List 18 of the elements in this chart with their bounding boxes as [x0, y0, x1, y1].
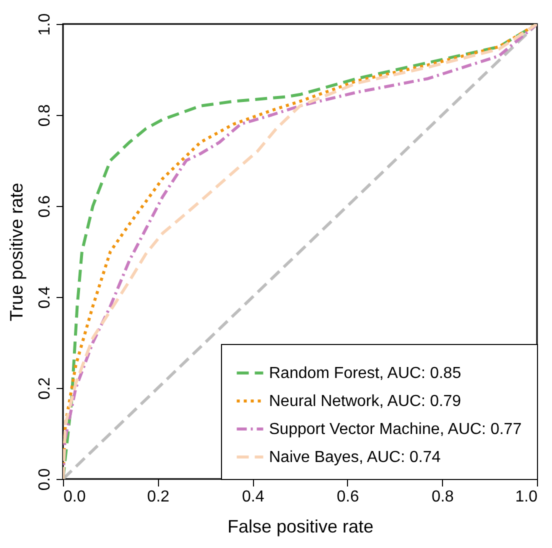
- x-tick-label: 0.6: [336, 488, 360, 506]
- x-axis-title: False positive rate: [227, 516, 374, 536]
- y-tick-label: 1.0: [36, 13, 54, 36]
- legend-label: Naive Bayes, AUC: 0.74: [269, 449, 441, 466]
- y-tick-label: 0.8: [36, 104, 54, 127]
- x-tick-label: 0.4: [242, 488, 264, 506]
- x-tick-label: 1.0: [515, 488, 538, 506]
- legend-label: Neural Network, AUC: 0.79: [269, 393, 462, 410]
- legend-label: Random Forest, AUC: 0.85: [269, 365, 462, 382]
- y-tick-label: 0.0: [36, 468, 54, 491]
- y-axis-title: True positive rate: [6, 182, 26, 322]
- x-tick-label: 0.0: [64, 488, 86, 506]
- y-tick-label: 0.6: [36, 195, 54, 218]
- x-tick-label: 0.8: [432, 488, 454, 506]
- y-tick-label: 0.2: [36, 377, 54, 400]
- x-tick-label: 0.2: [147, 488, 170, 506]
- y-tick-label: 0.4: [36, 286, 54, 309]
- legend-label: Support Vector Machine, AUC: 0.77: [269, 421, 522, 438]
